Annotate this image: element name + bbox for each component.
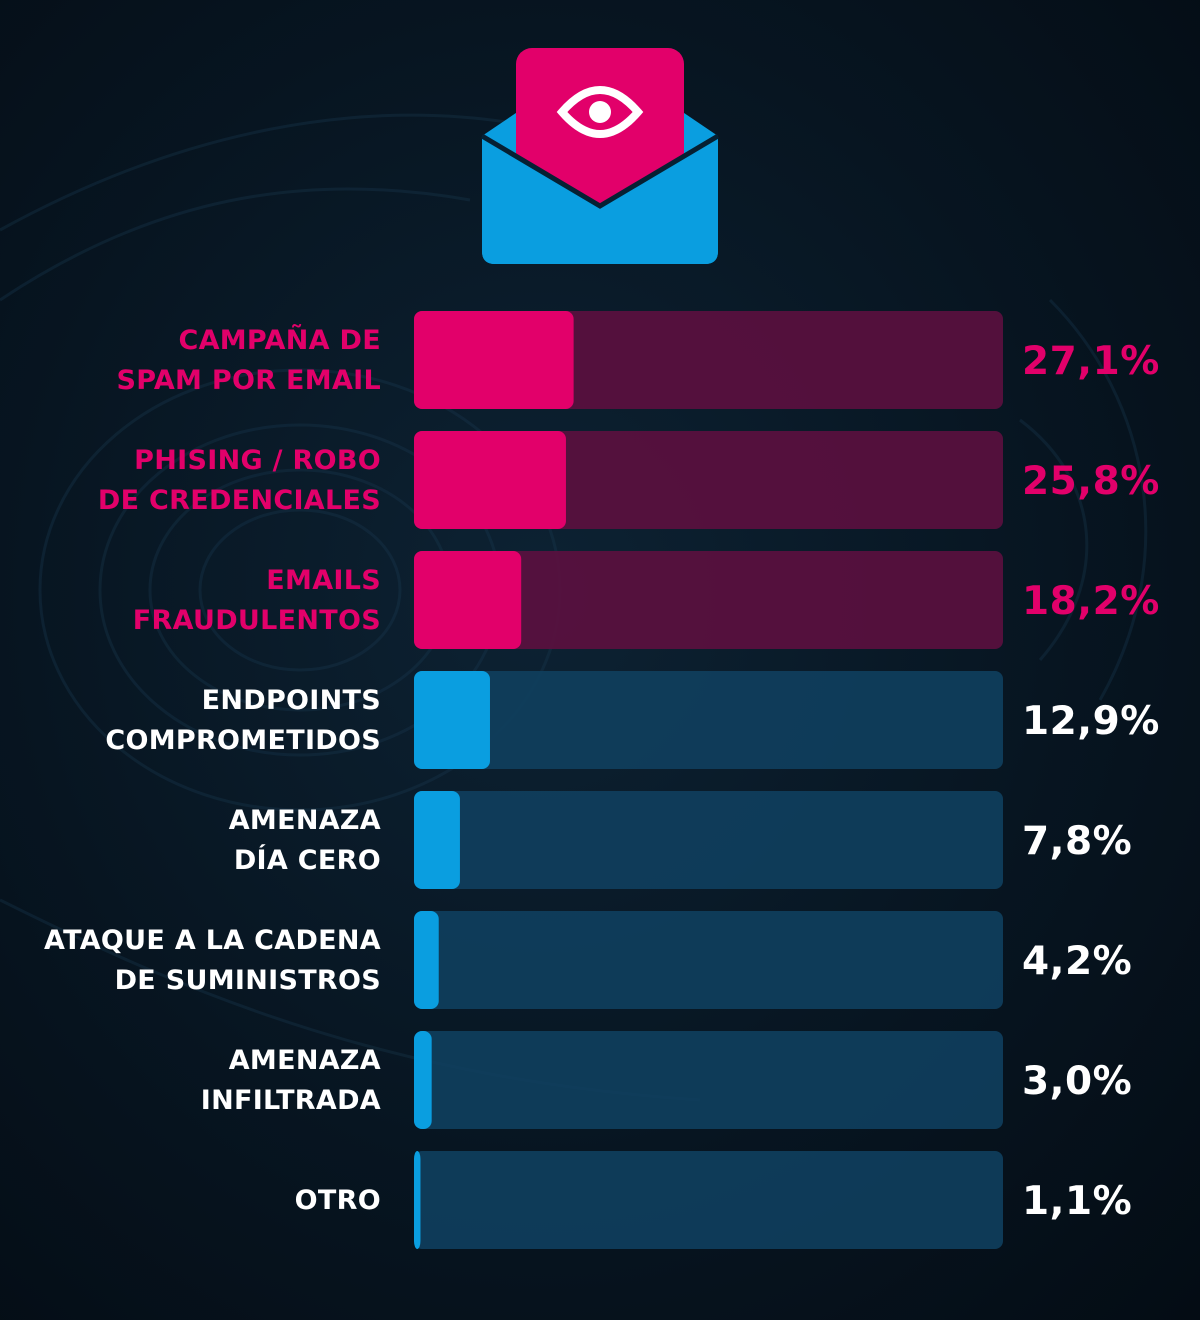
- category-label: AMENAZA DÍA CERO: [229, 805, 381, 876]
- category-label: EMAILS FRAUDULENTOS: [133, 565, 381, 636]
- value-label: 7,8%: [1022, 819, 1132, 864]
- bar-track: [414, 1151, 1003, 1249]
- value-label: 18,2%: [1022, 579, 1160, 624]
- value-label: 12,9%: [1022, 699, 1160, 744]
- bar: [414, 911, 439, 1009]
- bar-track: [414, 791, 1003, 889]
- value-label: 4,2%: [1022, 939, 1132, 984]
- bar: [414, 311, 574, 409]
- bar: [414, 791, 460, 889]
- bar-track: [414, 911, 1003, 1009]
- bar-track: [414, 551, 1003, 649]
- email-eye-icon: [480, 48, 720, 264]
- category-label: ENDPOINTS COMPROMETIDOS: [105, 685, 381, 756]
- category-label: PHISING / ROBO DE CREDENCIALES: [98, 445, 381, 516]
- bar: [414, 1031, 432, 1129]
- bar-track: [414, 671, 1003, 769]
- value-label: 27,1%: [1022, 339, 1160, 384]
- value-label: 1,1%: [1022, 1179, 1132, 1224]
- bar: [414, 431, 566, 529]
- bar: [414, 1151, 421, 1249]
- category-label: ATAQUE A LA CADENA DE SUMINISTROS: [44, 925, 381, 996]
- value-label: 3,0%: [1022, 1059, 1132, 1104]
- value-label: 25,8%: [1022, 459, 1160, 504]
- category-label: AMENAZA INFILTRADA: [201, 1045, 381, 1116]
- category-label: OTRO: [295, 1185, 381, 1216]
- category-label: CAMPAÑA DE SPAM POR EMAIL: [116, 324, 381, 396]
- bar: [414, 551, 522, 649]
- bar-track: [414, 1031, 1003, 1129]
- bar: [414, 671, 490, 769]
